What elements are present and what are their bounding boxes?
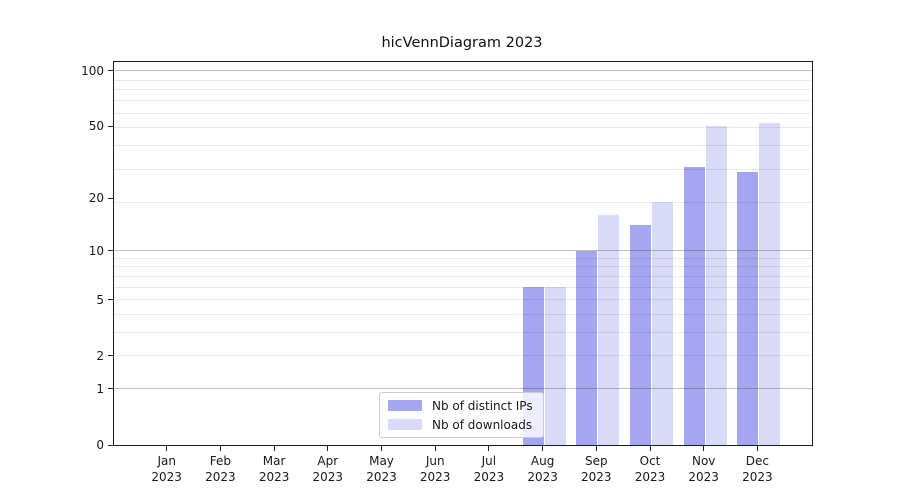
legend-label: Nb of distinct IPs: [432, 398, 533, 413]
x-tick-mark: [434, 446, 436, 451]
x-tick-label-jun: Jun 2023: [419, 454, 451, 484]
bar-sep-downloads: [598, 215, 620, 445]
legend-item: Nb of downloads: [388, 418, 543, 432]
y-tick-label: 5: [96, 292, 104, 307]
x-tick-mark: [756, 446, 758, 451]
x-tick-mark: [649, 446, 651, 451]
bar-dec-downloads: [759, 123, 781, 445]
bar-oct-downloads: [652, 202, 673, 445]
x-tick-label-oct: Oct 2023: [634, 454, 666, 484]
bar-oct-distinct-ips: [630, 225, 651, 445]
x-tick-label-dec: Dec 2023: [742, 454, 773, 484]
y-tick-mark: [108, 70, 113, 72]
plot-area: Nb of distinct IPs Nb of downloads: [113, 61, 813, 446]
x-tick-label-sep: Sep 2023: [581, 454, 612, 484]
legend-label: Nb of downloads: [432, 417, 533, 432]
legend-item: Nb of distinct IPs: [388, 399, 543, 413]
y-tick-mark: [108, 125, 113, 127]
legend: Nb of distinct IPs Nb of downloads: [379, 392, 544, 438]
x-tick-mark: [219, 446, 221, 451]
x-tick-label-apr: Apr 2023: [312, 454, 344, 484]
bars-layer: [114, 62, 812, 445]
y-tick-mark: [108, 388, 113, 390]
y-tick-mark: [108, 299, 113, 301]
x-tick-mark: [381, 446, 382, 451]
bar-nov-downloads: [705, 126, 727, 445]
bar-aug-downloads: [544, 287, 566, 445]
y-tick-label: 0: [96, 438, 104, 452]
x-tick-mark: [273, 446, 275, 451]
y-tick-mark: [108, 355, 113, 357]
y-tick-label: 50: [88, 119, 104, 134]
x-tick-label-may: May 2023: [366, 454, 397, 484]
x-tick-label-mar: Mar 2023: [258, 454, 290, 484]
x-tick-mark: [703, 446, 705, 451]
x-tick-label-nov: Nov 2023: [688, 454, 719, 484]
y-tick-mark: [108, 444, 113, 446]
x-tick-mark: [166, 446, 168, 451]
chart-title: hicVennDiagram 2023: [381, 35, 543, 51]
x-tick-label-aug: Aug 2023: [527, 454, 558, 484]
x-tick-label-jul: Jul 2023: [473, 454, 505, 484]
x-tick-mark: [327, 446, 329, 451]
x-tick-mark: [488, 446, 490, 451]
y-tick-label: 10: [88, 243, 104, 258]
y-tick-label: 20: [88, 191, 104, 206]
bar-dec-distinct-ips: [737, 172, 759, 445]
x-tick-mark: [595, 446, 597, 451]
x-tick-label-jan: Jan 2023: [151, 454, 182, 484]
y-tick-label: 2: [96, 348, 104, 363]
y-tick-label: 1: [96, 381, 104, 396]
y-tick-mark: [108, 250, 113, 252]
legend-swatch: [388, 400, 422, 411]
bar-sep-distinct-ips: [576, 250, 598, 445]
y-tick-mark: [108, 197, 113, 199]
bar-nov-distinct-ips: [683, 166, 705, 445]
y-tick-label: 100: [81, 63, 104, 78]
x-tick-mark: [542, 446, 544, 451]
legend-swatch: [388, 419, 422, 430]
x-tick-label-feb: Feb 2023: [205, 454, 236, 484]
